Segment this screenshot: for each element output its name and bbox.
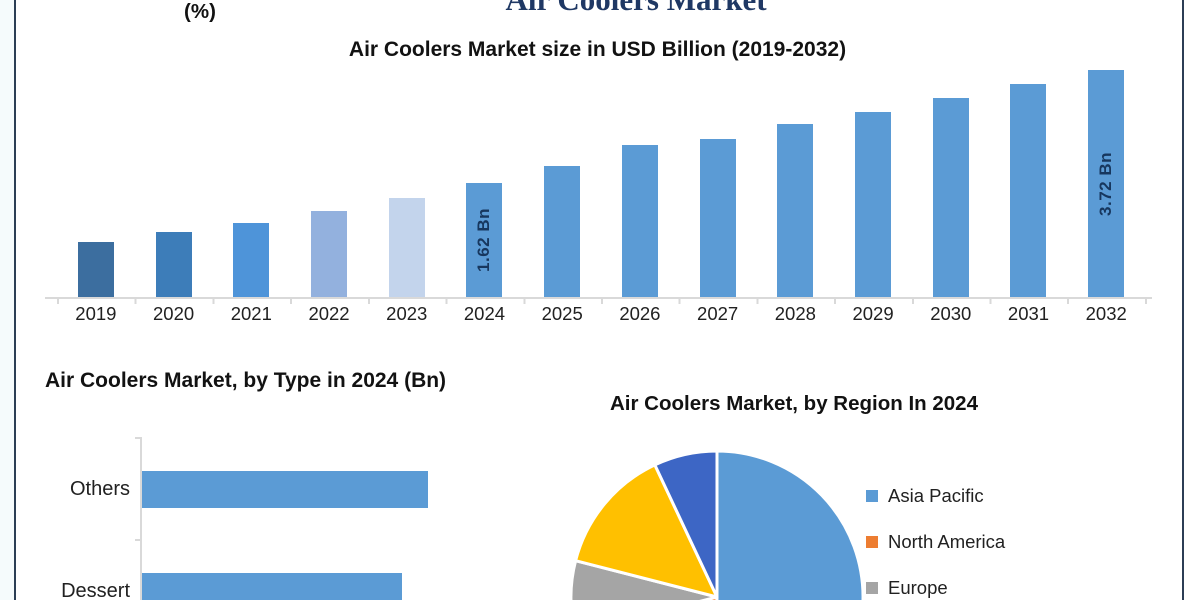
bar-column-2021 <box>212 70 290 297</box>
bar-2025 <box>544 166 581 297</box>
bar-column-2023 <box>368 70 446 297</box>
legend-item-asia-pacific: Asia Pacific <box>866 481 1005 511</box>
x-tick-label-2023: 2023 <box>386 303 428 324</box>
type-chart-axis-tick <box>135 539 140 541</box>
x-tick-label-2024: 2024 <box>463 303 506 324</box>
bar-data-label-2032: 3.72 Bn <box>1096 151 1116 216</box>
x-tick-label-2027: 2027 <box>697 303 739 324</box>
x-tick-label-2030: 2030 <box>930 303 972 324</box>
x-tick-label-2022: 2022 <box>308 303 350 324</box>
legend-swatch-north-america <box>866 536 878 548</box>
type-bar-others <box>142 471 428 508</box>
type-category-label-dessert: Dessert <box>61 580 130 600</box>
x-tick-label-2019: 2019 <box>75 303 117 324</box>
x-tick-label-2029: 2029 <box>852 303 894 324</box>
bar-2021 <box>233 222 270 297</box>
bar-column-2026 <box>601 70 679 297</box>
x-tick-label-2031: 2031 <box>1007 303 1050 324</box>
region-chart-title: Air Coolers Market, by Region In 2024 <box>610 392 978 415</box>
x-tick-label-2025: 2025 <box>541 303 583 324</box>
type-chart-title: Air Coolers Market, by Type in 2024 (Bn) <box>45 369 447 392</box>
x-tick-label-2032: 2032 <box>1085 303 1127 324</box>
type-chart-axis-tick <box>135 437 140 439</box>
bar-chart-plot: 1.62 Bn 3.72 Bn <box>57 70 1145 297</box>
bar-column-2032: 3.72 Bn <box>1067 70 1145 297</box>
x-tick-label-2021: 2021 <box>230 303 272 324</box>
bar-2031 <box>1010 84 1047 297</box>
bar-2020 <box>155 232 192 297</box>
bar-2032: 3.72 Bn <box>1088 70 1125 297</box>
bar-2026 <box>621 145 658 297</box>
x-tick-label-2026: 2026 <box>619 303 661 324</box>
bar-2030 <box>932 98 969 297</box>
bar-column-2027 <box>679 70 757 297</box>
bar-column-2020 <box>135 70 213 297</box>
bar-2023 <box>388 197 425 297</box>
frame-border-left <box>14 0 16 600</box>
legend-swatch-asia-pacific <box>866 490 878 502</box>
region-chart-subtitle: (%) <box>184 0 216 23</box>
region-pie <box>569 449 865 600</box>
bar-2024: 1.62 Bn <box>466 183 503 297</box>
bar-column-2022 <box>290 70 368 297</box>
legend-item-north-america: North America <box>866 527 1005 557</box>
bar-column-2030 <box>912 70 990 297</box>
bar-2029 <box>855 111 892 297</box>
type-chart-y-axis <box>140 437 142 600</box>
bar-data-label-2024: 1.62 Bn <box>474 208 494 273</box>
left-margin <box>0 0 14 600</box>
region-legend: Asia Pacific North America Europe <box>866 481 1005 600</box>
bar-chart-axis-ticks <box>57 299 1147 304</box>
x-tick-label-2020: 2020 <box>153 303 195 324</box>
x-tick-label-2028: 2028 <box>774 303 816 324</box>
bar-column-2028 <box>756 70 834 297</box>
bar-2022 <box>311 211 348 297</box>
bar-column-2031 <box>990 70 1068 297</box>
bar-column-2019 <box>57 70 135 297</box>
frame-border-right <box>1182 0 1184 600</box>
bar-2027 <box>699 138 736 297</box>
legend-swatch-europe <box>866 582 878 594</box>
legend-item-europe: Europe <box>866 573 1005 600</box>
legend-label-asia-pacific: Asia Pacific <box>888 485 984 506</box>
pie-slice-asia-pacific <box>715 449 865 600</box>
legend-label-europe: Europe <box>888 577 948 598</box>
bar-chart-x-labels: 2019 2020 2021 2022 2023 2024 2025 2026 2027 2028… <box>57 303 1145 325</box>
pie-slice-unlabeled-3 <box>574 463 719 599</box>
legend-label-north-america: North America <box>888 531 1006 552</box>
pie-slice-unlabeled-4 <box>653 449 719 599</box>
type-bar-dessert <box>142 573 402 600</box>
bar-column-2024: 1.62 Bn <box>446 70 524 297</box>
type-category-label-others: Others <box>69 478 130 500</box>
bar-chart-x-axis <box>45 297 1152 299</box>
bar-column-2025 <box>523 70 601 297</box>
page-title: Air Coolers Market <box>505 0 766 15</box>
bar-column-2029 <box>834 70 912 297</box>
bar-2019 <box>77 242 114 297</box>
bar-2028 <box>777 124 814 297</box>
bar-chart-title: Air Coolers Market size in USD Billion (… <box>348 38 847 61</box>
